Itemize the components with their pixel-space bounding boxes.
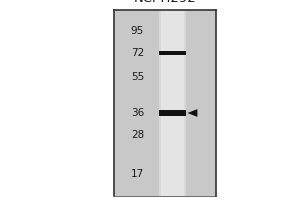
FancyBboxPatch shape — [159, 10, 186, 196]
FancyBboxPatch shape — [159, 110, 186, 116]
Text: 17: 17 — [131, 169, 144, 179]
FancyBboxPatch shape — [114, 10, 216, 196]
Text: 36: 36 — [131, 108, 144, 118]
Text: NCI-H292: NCI-H292 — [134, 0, 196, 5]
Polygon shape — [188, 109, 197, 117]
FancyBboxPatch shape — [161, 10, 184, 196]
Text: 55: 55 — [131, 72, 144, 82]
Text: 28: 28 — [131, 130, 144, 140]
Text: 95: 95 — [131, 26, 144, 36]
FancyBboxPatch shape — [159, 51, 186, 55]
Text: 72: 72 — [131, 48, 144, 58]
